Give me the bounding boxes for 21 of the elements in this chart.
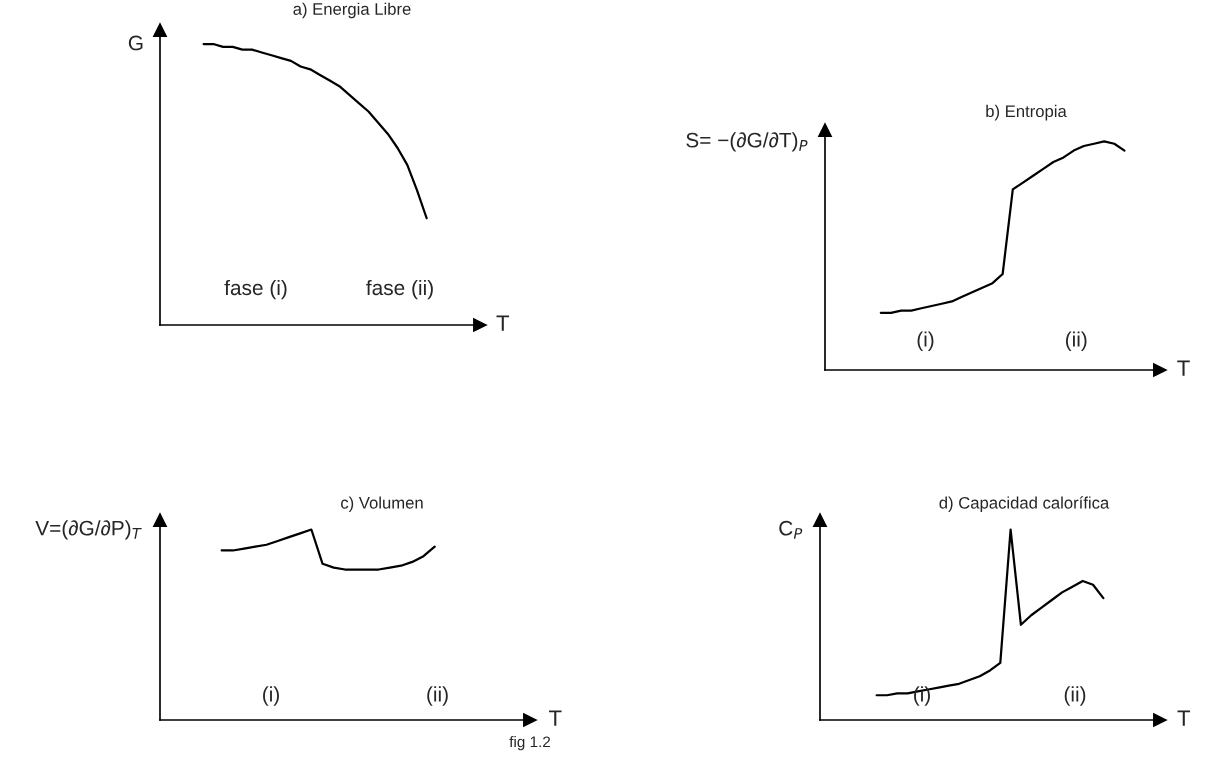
x-axis-title: T xyxy=(1177,360,1190,376)
annotation: (i) xyxy=(263,686,279,706)
annotation: (i) xyxy=(917,331,934,351)
y-axis-title: G xyxy=(128,35,143,51)
annotation: fase (ii) xyxy=(366,279,433,300)
chart-title: c) Volumen xyxy=(341,496,423,512)
chart-title: b) Entropia xyxy=(986,104,1067,121)
annotation: (ii) xyxy=(1065,331,1087,351)
y-axis-title: S= −(∂G/∂T)$_{P}$ xyxy=(686,132,808,152)
y-axis-title: V=(∂G/∂P)$_{T}$ xyxy=(35,520,142,540)
annotation: (ii) xyxy=(1064,686,1086,706)
chart-title: d) Capacidad calorífica xyxy=(939,496,1110,512)
annotation: (i) xyxy=(914,686,930,706)
x-axis-title: T xyxy=(549,710,562,726)
annotation: fase (i) xyxy=(224,279,287,300)
caption: fig 1.2 xyxy=(509,736,551,751)
chart-title: a) Energia Libre xyxy=(293,2,411,19)
annotation: (ii) xyxy=(427,686,448,706)
x-axis-title: T xyxy=(496,315,510,331)
y-axis-title: C$_{P}$ xyxy=(779,520,803,539)
x-axis-title: T xyxy=(1177,710,1191,726)
